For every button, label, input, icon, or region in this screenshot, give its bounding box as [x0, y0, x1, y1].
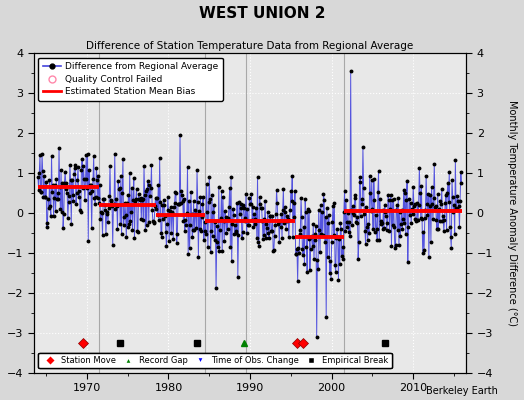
Legend: Station Move, Record Gap, Time of Obs. Change, Empirical Break: Station Move, Record Gap, Time of Obs. C… — [38, 353, 392, 368]
Title: Difference of Station Temperature Data from Regional Average: Difference of Station Temperature Data f… — [86, 41, 413, 51]
Text: Berkeley Earth: Berkeley Earth — [426, 386, 498, 396]
Y-axis label: Monthly Temperature Anomaly Difference (°C): Monthly Temperature Anomaly Difference (… — [507, 100, 517, 326]
Text: WEST UNION 2: WEST UNION 2 — [199, 6, 325, 21]
